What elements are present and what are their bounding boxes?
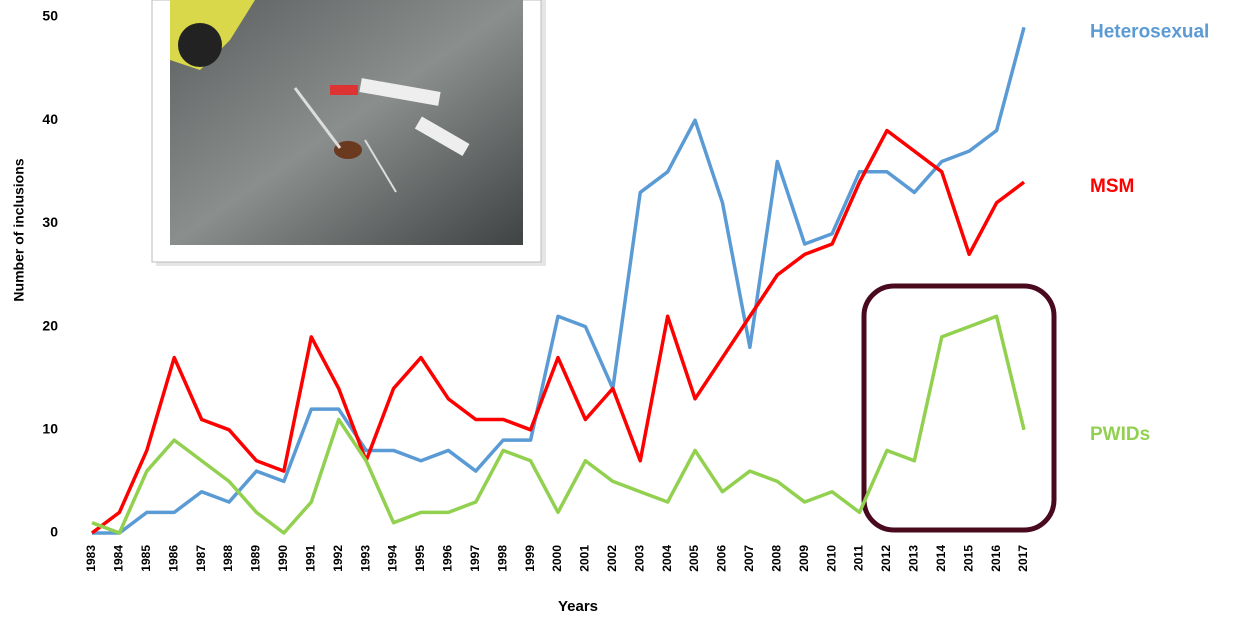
x-tick-label: 1986	[166, 545, 180, 572]
x-tick-label: 1993	[358, 545, 372, 572]
legend-label: PWIDs	[1090, 424, 1150, 445]
legend-label: Heterosexual	[1090, 21, 1209, 42]
x-tick-label: 2010	[824, 545, 838, 572]
x-tick-label: 2012	[879, 545, 893, 572]
x-tick-label: 1996	[441, 545, 455, 572]
x-tick-label: 2002	[605, 545, 619, 572]
x-tick-label: 2016	[989, 545, 1003, 572]
x-tick-label: 2017	[1016, 545, 1030, 572]
x-axis-label: Years	[558, 598, 598, 615]
series-line	[90, 128, 1026, 535]
x-tick-label: 2004	[660, 545, 674, 572]
y-axis-label: Number of inclusions	[11, 158, 27, 301]
x-tick-label: 1985	[139, 545, 153, 572]
x-tick-label: 2014	[934, 545, 948, 572]
series-line	[91, 314, 1026, 535]
x-tick-label: 1995	[413, 545, 427, 572]
x-tick-label: 1999	[523, 545, 537, 572]
x-tick-label: 1992	[331, 545, 345, 572]
x-tick-label: 1994	[386, 545, 400, 572]
x-tick-label: 2009	[797, 545, 811, 572]
x-tick-label: 1998	[495, 545, 509, 572]
x-tick-label: 1997	[468, 545, 482, 572]
photo-inset	[151, 0, 546, 266]
x-tick-label: 2011	[852, 545, 866, 571]
x-tick-label: 2013	[907, 545, 921, 572]
y-tick-label: 50	[42, 8, 58, 24]
x-tick-label: 1988	[221, 545, 235, 572]
x-tick-label: 2006	[715, 545, 729, 572]
x-tick-label: 1989	[249, 545, 263, 572]
x-tick-label: 1987	[194, 545, 208, 572]
y-tick-label: 20	[42, 317, 58, 333]
y-tick-label: 0	[50, 524, 58, 540]
y-tick-label: 40	[42, 111, 58, 127]
x-tick-label: 1991	[303, 545, 317, 572]
x-tick-label: 1984	[112, 545, 126, 572]
y-tick-label: 30	[42, 214, 58, 230]
x-tick-label: 1990	[276, 545, 290, 572]
x-tick-label: 2007	[742, 545, 756, 572]
x-tick-label: 2001	[578, 545, 592, 572]
y-tick-label: 10	[42, 421, 58, 437]
x-tick-label: 2015	[961, 545, 975, 572]
x-tick-label: 2000	[550, 545, 564, 572]
x-tick-label: 2005	[687, 545, 701, 572]
x-tick-label: 1983	[84, 545, 98, 572]
x-tick-label: 2003	[632, 545, 646, 572]
series-line	[92, 26, 1026, 535]
highlight-box	[861, 283, 1057, 533]
x-tick-label: 2008	[769, 545, 783, 572]
legend-label: MSM	[1090, 176, 1134, 197]
